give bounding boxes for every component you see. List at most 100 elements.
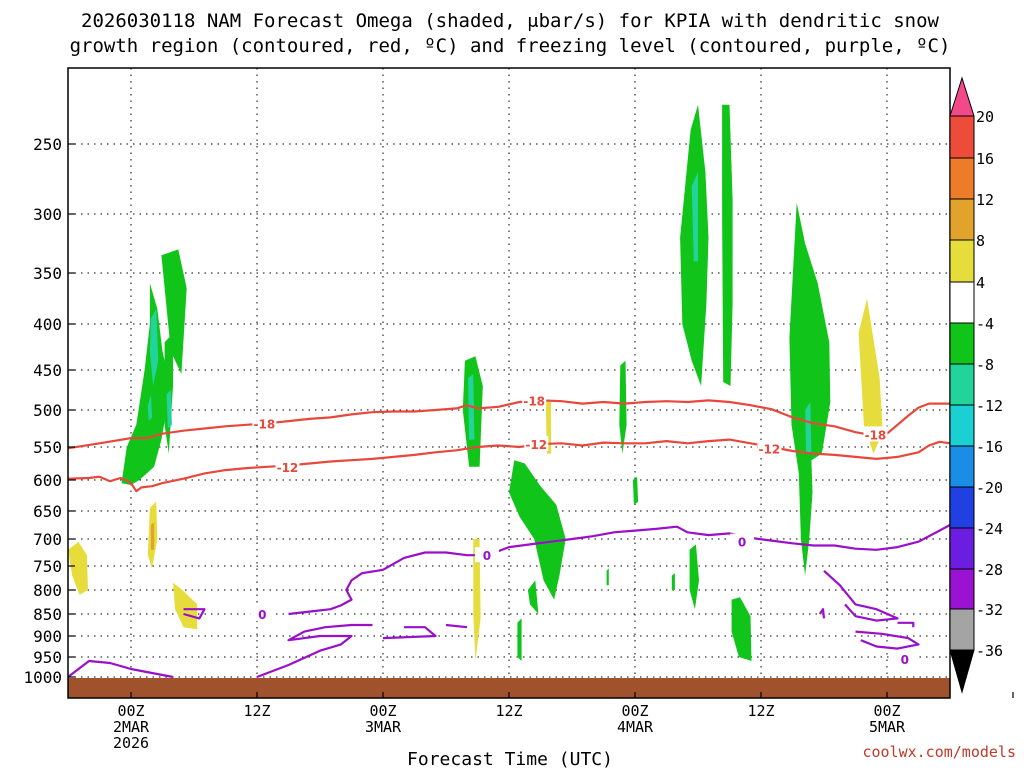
colorbar-label: -28 [976,561,1003,579]
svg-text:-12: -12 [759,442,781,456]
colorbar-label: -8 [976,356,994,374]
y-tick-label: 950 [33,648,62,667]
omega-shading [68,104,883,661]
colorbar-swatch [949,608,975,651]
colorbar-bottom-triangle [949,649,975,694]
contour-label: -18 [863,426,888,442]
omega-strong-descent-region [150,522,155,550]
x-tick-label: 12Z [495,702,522,720]
omega-descent-region [173,582,198,630]
y-axis: 250 300 350 400 450 500 550 600 650 700 750 800 850 9… [23,135,75,687]
omega-moderate-region [166,390,172,429]
svg-text:0: 0 [258,608,266,622]
colorbar-label: 16 [976,150,994,168]
x-tick-label: 2026 [113,734,149,752]
contour-line [823,569,899,622]
y-tick-label: 250 [33,135,62,154]
x-tick-label: 4MAR [617,718,654,736]
svg-text:0: 0 [901,653,909,667]
x-tick-label: 00Z [621,702,648,720]
colorbar-swatch [949,322,975,365]
colorbar-label: -16 [976,438,1003,456]
contour-line [183,608,206,620]
colorbar-swatch [949,445,975,488]
colorbar-swatch [949,486,975,529]
x-tick-label: 5MAR [869,718,906,736]
colorbar-swatch [949,157,975,200]
omega-ascent-region [789,202,831,576]
contour-label: -12 [275,458,300,475]
y-tick-label: 400 [33,315,62,334]
colorbar-swatch [949,239,975,283]
x-tick-label: 00Z [117,702,144,720]
contour-line [445,623,468,629]
svg-text:-12: -12 [277,461,299,475]
contour-label: -12 [757,440,782,456]
colorbar-swatch [949,363,975,406]
colorbar-swatch [949,198,975,241]
y-tick-label: 900 [33,627,62,646]
contour-line [67,438,951,493]
colorbar-swatch [949,281,975,324]
colorbar-label: 20 [976,108,994,126]
colorbar-label: -36 [976,642,1003,660]
svg-text:-18: -18 [254,417,276,431]
y-tick-label: 500 [33,401,62,420]
y-tick-label: 350 [33,264,62,283]
contour-labels: -18 -18 -18 -12 -12 -12 0 0 0 0 [250,392,917,667]
omega-moderate-region [147,394,152,422]
colorbar-label: -20 [976,479,1003,497]
omega-ascent-region [527,580,539,614]
credit-text: coolwx.com/models [862,743,1016,761]
omega-descent-region [68,541,88,595]
omega-ascent-region [619,360,627,454]
y-tick-label: 600 [33,471,62,490]
y-tick-label: 450 [33,361,62,380]
contour-label: -18 [522,392,547,408]
svg-text:-12: -12 [525,438,547,452]
omega-ascent-region [509,460,566,600]
x-tick-label: 00Z [369,702,396,720]
contour-label: 0 [730,533,755,550]
y-tick-label: 850 [33,605,62,624]
y-tick-label: 300 [33,205,62,224]
contour-line [818,608,826,619]
omega-ascent-region [689,544,699,610]
omega-ascent-region [722,104,733,387]
omega-moderate-region [805,402,812,454]
y-tick-label: 1000 [23,668,62,687]
contour-label: 0 [250,606,275,622]
ground-surface [68,678,950,698]
omega-ascent-region [632,476,639,505]
omega-ascent-region [161,249,187,374]
colorbar-label: 4 [976,274,985,292]
colorbar-label: -12 [976,397,1003,415]
y-tick-label: 550 [33,438,62,457]
plot-area: -18 -18 -18 -12 -12 -12 0 0 0 0 [67,67,951,699]
colorbar-label: -32 [976,601,1003,619]
contour-line [256,623,373,679]
colorbar-swatch [949,527,975,570]
x-tick-label: 12Z [747,702,774,720]
contour-label: 0 [474,547,499,563]
colorbar-swatch [949,404,975,447]
x-tick-label: 2MAR [113,718,150,736]
contour-line [288,524,951,616]
contour-line [382,626,437,640]
omega-ascent-region [671,573,675,590]
contour-label: -12 [524,436,549,452]
x-tick-label: 00Z [873,702,900,720]
omega-ascent-region [517,618,522,661]
y-tick-label: 750 [33,557,62,576]
chart-title-line-2: growth region (contoured, red, ºC) and f… [70,35,951,57]
svg-text:-18: -18 [523,394,545,408]
omega-moderate-region [149,308,159,386]
contour-label: -18 [252,415,277,431]
colorbar-swatch [949,115,975,159]
y-tick-label: 650 [33,502,62,521]
contour-line [897,621,915,628]
svg-text:0: 0 [483,549,491,563]
y-tick-label: 800 [33,581,62,600]
